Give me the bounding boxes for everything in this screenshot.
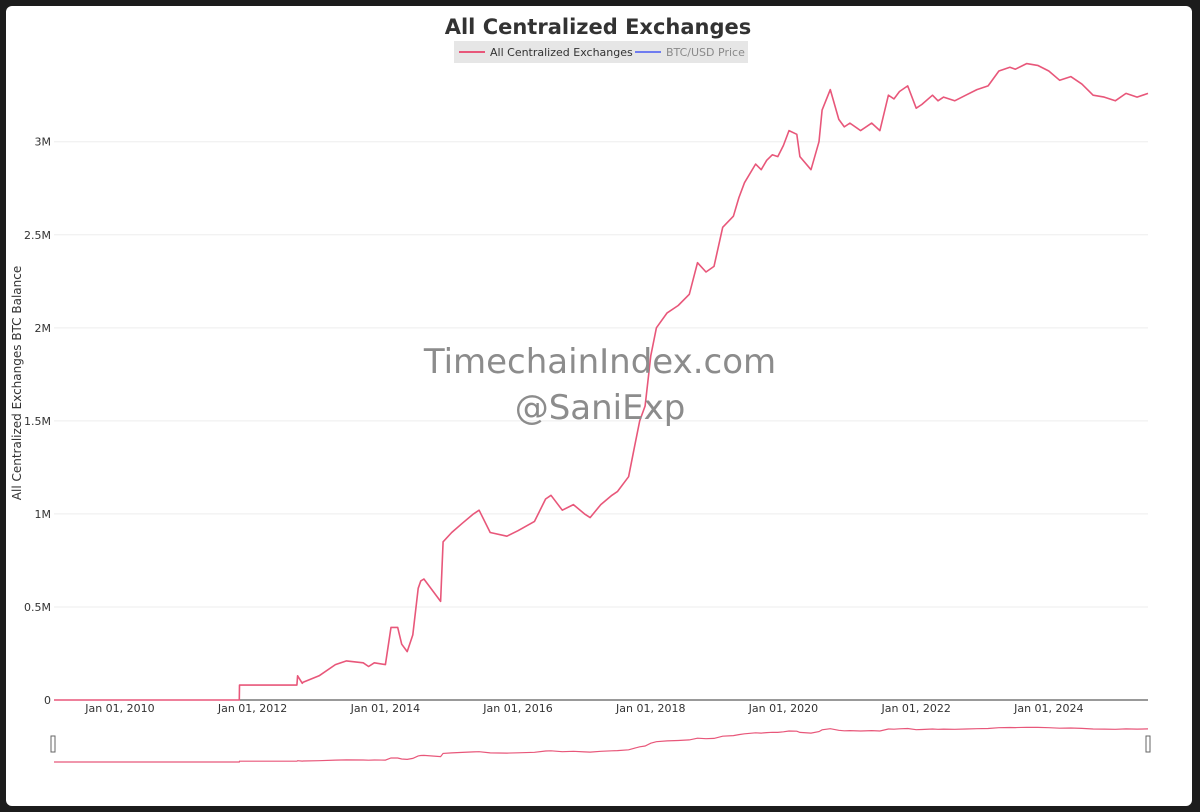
gridlines <box>54 141 1148 608</box>
x-tick-label: Jan 01, 2012 <box>217 702 287 715</box>
x-tick-label: Jan 01, 2016 <box>482 702 552 715</box>
chart-title: All Centralized Exchanges <box>445 15 752 39</box>
legend-background <box>454 41 748 63</box>
watermark-line-2: @SaniExp <box>515 388 686 428</box>
x-tick-label: Jan 01, 2020 <box>748 702 818 715</box>
y-tick-label: 1.5M <box>24 415 51 428</box>
chart-container <box>6 6 1192 806</box>
legend-item-btc-price[interactable]: BTC/USD Price <box>635 46 745 59</box>
legend-label-btc-price: BTC/USD Price <box>666 46 745 59</box>
y-tick-label: 3M <box>35 136 52 149</box>
range-slider-right-handle[interactable] <box>1145 735 1151 753</box>
x-tick-label: Jan 01, 2018 <box>615 702 685 715</box>
y-tick-label: 1M <box>35 508 52 521</box>
x-tick-label: Jan 01, 2024 <box>1013 702 1083 715</box>
x-tick-label: Jan 01, 2022 <box>880 702 950 715</box>
y-tick-label: 2M <box>35 322 52 335</box>
x-tick-label: Jan 01, 2014 <box>350 702 420 715</box>
x-axis: Jan 01, 2010 Jan 01, 2012 Jan 01, 2014 Jan … <box>84 702 1083 715</box>
range-slider-left-handle[interactable] <box>50 735 56 753</box>
legend: All Centralized Exchanges BTC/USD Price <box>454 41 748 63</box>
watermark: TimechainIndex.com @SaniExp <box>423 342 776 428</box>
range-slider[interactable] <box>50 726 1151 763</box>
y-axis: 0 0.5M 1M 1.5M 2M 2.5M 3M <box>24 136 51 707</box>
watermark-line-1: TimechainIndex.com <box>423 342 776 382</box>
y-axis-title: All Centralized Exchanges BTC Balance <box>10 266 24 500</box>
legend-label-exchanges: All Centralized Exchanges <box>490 46 633 59</box>
y-tick-label: 0.5M <box>24 601 51 614</box>
series-line-exchanges <box>54 62 1149 701</box>
legend-item-exchanges[interactable]: All Centralized Exchanges <box>459 46 633 59</box>
x-tick-label: Jan 01, 2010 <box>84 702 154 715</box>
y-tick-label: 0 <box>44 694 51 707</box>
y-tick-label: 2.5M <box>24 229 51 242</box>
range-slider-series-line <box>54 726 1149 763</box>
